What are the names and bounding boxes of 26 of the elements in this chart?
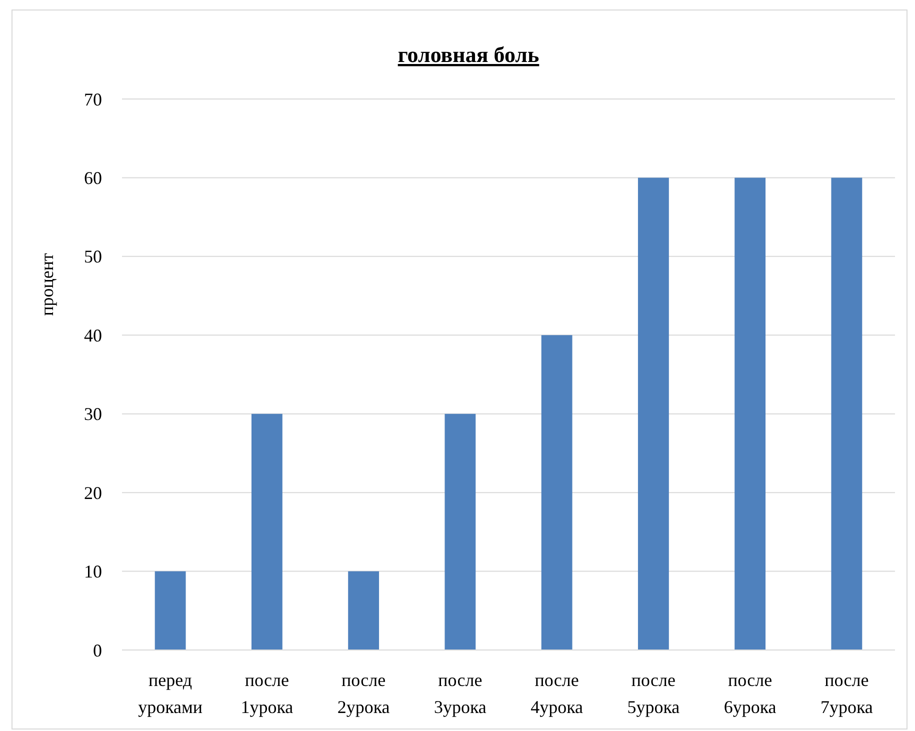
bar bbox=[251, 414, 282, 650]
bar bbox=[638, 178, 669, 650]
y-tick-label: 70 bbox=[84, 89, 102, 110]
x-tick-label: после 2урока bbox=[337, 670, 390, 717]
x-tick-label: после 4урока bbox=[530, 670, 584, 717]
y-tick-label: 0 bbox=[93, 640, 102, 660]
chart-title: головная боль bbox=[398, 42, 540, 67]
bar bbox=[154, 571, 186, 650]
y-tick-label: 60 bbox=[84, 168, 102, 188]
y-axis-title: процент bbox=[37, 252, 57, 316]
y-tick-label: 20 bbox=[84, 482, 102, 503]
bar bbox=[348, 571, 380, 650]
x-tick-label: после 1урока bbox=[240, 670, 294, 717]
bar bbox=[444, 414, 476, 650]
x-tick-label: перед уроками bbox=[138, 670, 203, 717]
x-tick-label: после 5урока bbox=[627, 670, 680, 717]
y-tick-label: 50 bbox=[84, 246, 102, 267]
bar bbox=[541, 335, 572, 650]
bar bbox=[734, 178, 766, 650]
y-tick-label: 10 bbox=[84, 562, 102, 582]
bar bbox=[831, 178, 862, 650]
y-tick-label: 40 bbox=[84, 325, 102, 346]
y-tick-label: 30 bbox=[84, 404, 102, 424]
x-tick-label: после 3урока bbox=[434, 670, 486, 717]
x-tick-label: после 7урока bbox=[820, 670, 873, 717]
x-tick-label: после 6урока bbox=[724, 670, 776, 717]
